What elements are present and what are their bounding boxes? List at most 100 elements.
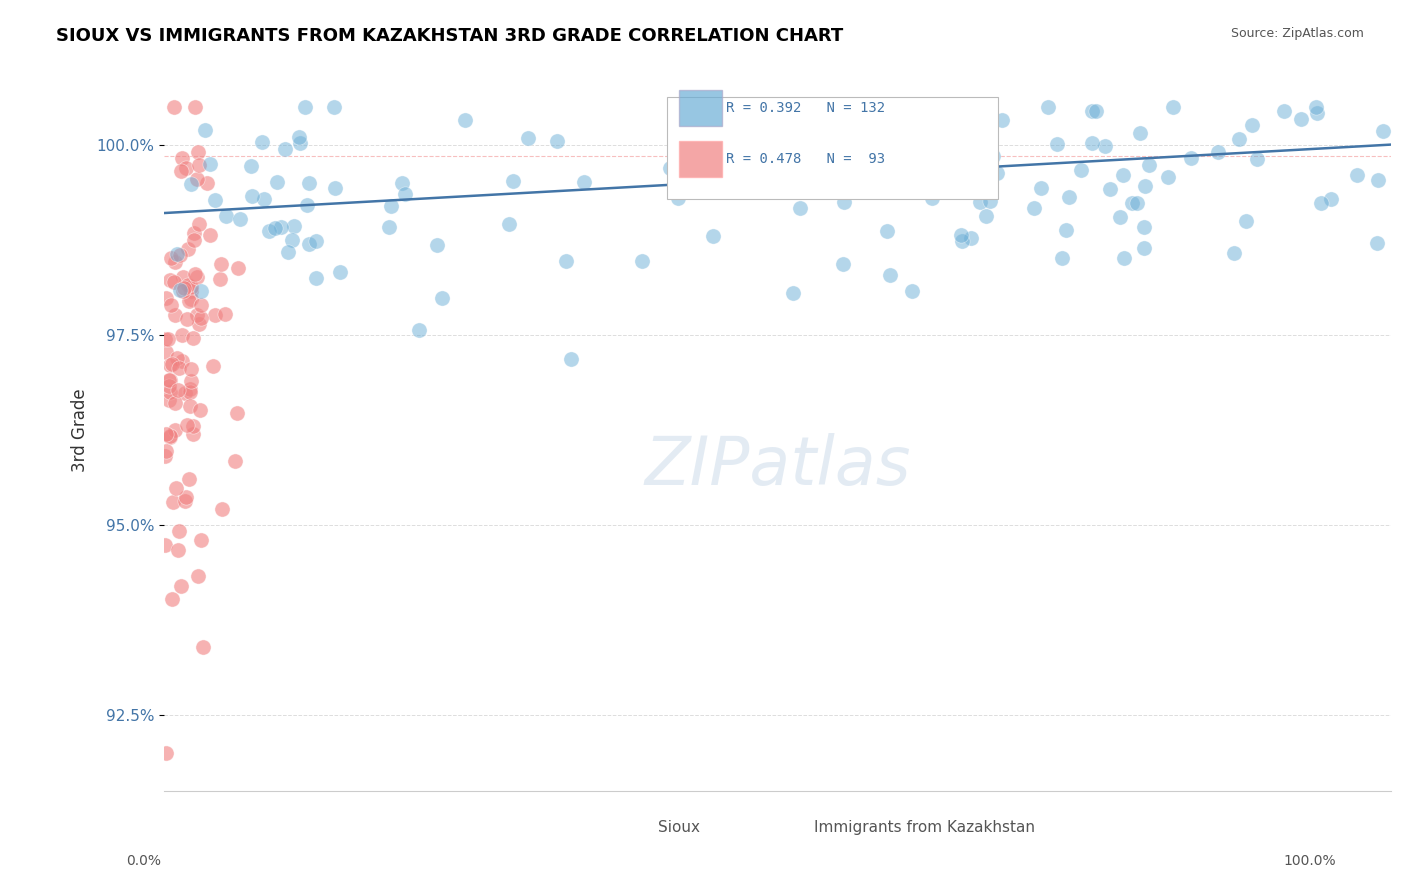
Point [200, 228, 222, 243]
Point [294, 99, 316, 113]
Point [157, 378, 180, 392]
Point [1367, 173, 1389, 187]
Point [1372, 124, 1395, 138]
Point [215, 209, 238, 223]
Point [180, 284, 202, 298]
Point [876, 224, 898, 238]
Point [394, 187, 416, 202]
Point [298, 177, 321, 191]
Point [191, 640, 214, 654]
Point [950, 227, 973, 242]
Point [1133, 241, 1156, 255]
Point [163, 99, 186, 113]
Point [190, 533, 212, 547]
Point [169, 360, 191, 375]
Point [790, 163, 813, 178]
Point [560, 352, 582, 367]
Point [165, 481, 187, 495]
Point [1052, 251, 1074, 265]
Point [688, 152, 710, 166]
FancyBboxPatch shape [679, 141, 723, 177]
Point [986, 166, 1008, 180]
Point [1310, 195, 1333, 210]
Point [1126, 196, 1149, 211]
Point [200, 157, 222, 171]
Point [187, 568, 209, 582]
Point [295, 197, 318, 211]
Point [165, 423, 187, 437]
Point [1157, 170, 1180, 185]
Point [797, 177, 820, 191]
Point [186, 171, 208, 186]
Point [1365, 235, 1388, 250]
Point [952, 121, 974, 136]
Point [796, 120, 818, 134]
Point [167, 542, 190, 557]
Point [555, 253, 578, 268]
Point [1246, 152, 1268, 166]
Point [1112, 168, 1135, 182]
Point [159, 428, 181, 442]
Point [1223, 246, 1246, 260]
Point [716, 114, 738, 128]
Point [329, 265, 352, 279]
Point [180, 361, 202, 376]
Text: ZIPatlas: ZIPatlas [644, 433, 911, 499]
Point [159, 373, 181, 387]
Point [666, 191, 689, 205]
Point [1306, 106, 1329, 120]
Point [186, 269, 208, 284]
Point [174, 490, 197, 504]
Point [183, 226, 205, 240]
Point [546, 134, 568, 148]
Point [959, 231, 981, 245]
Point [167, 524, 190, 538]
Point [211, 502, 233, 516]
Point [179, 293, 201, 308]
Point [1114, 251, 1136, 265]
Text: Immigrants from Kazakhstan: Immigrants from Kazakhstan [814, 820, 1035, 835]
Point [184, 268, 207, 282]
Point [162, 592, 184, 607]
Point [155, 291, 177, 305]
Point [283, 219, 305, 234]
Point [953, 183, 976, 197]
Point [250, 135, 273, 149]
Point [188, 403, 211, 417]
Point [202, 359, 225, 373]
Point [277, 245, 299, 260]
Point [1036, 99, 1059, 113]
Point [159, 358, 181, 372]
Point [194, 123, 217, 137]
Point [1070, 162, 1092, 177]
Text: Source: ZipAtlas.com: Source: ZipAtlas.com [1230, 27, 1364, 40]
Point [322, 99, 344, 113]
Text: R = 0.478   N =  93: R = 0.478 N = 93 [725, 152, 884, 166]
Point [166, 351, 188, 366]
Point [900, 284, 922, 298]
Point [863, 165, 886, 179]
Point [1227, 131, 1250, 145]
Point [1085, 103, 1108, 118]
Point [170, 164, 193, 178]
Point [190, 284, 212, 298]
Point [190, 310, 212, 325]
Point [174, 493, 197, 508]
Point [162, 494, 184, 508]
FancyBboxPatch shape [679, 90, 723, 127]
Point [305, 271, 328, 285]
Point [169, 248, 191, 262]
Point [915, 174, 938, 188]
Point [163, 275, 186, 289]
Point [190, 298, 212, 312]
Point [240, 159, 263, 173]
Point [1129, 126, 1152, 140]
Point [1133, 219, 1156, 234]
Point [426, 238, 449, 252]
Point [974, 209, 997, 223]
Point [240, 189, 263, 203]
Point [170, 151, 193, 165]
Point [264, 220, 287, 235]
Point [180, 374, 202, 388]
Point [672, 159, 695, 173]
